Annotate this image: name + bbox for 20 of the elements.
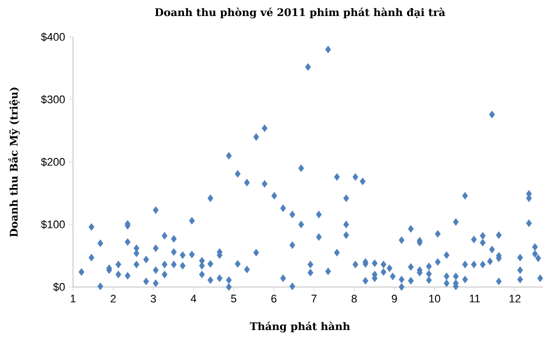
x-tick-label: 5 <box>231 294 236 302</box>
x-tick-label: 8 <box>352 294 357 303</box>
y-tick-label: $100 <box>40 220 65 229</box>
x-axis-title: Tháng phát hành <box>250 322 350 332</box>
y-tick-label: $400 <box>40 32 65 42</box>
chart-title: Doanh thu phòng vé 2011 phim phát hành đại trà <box>155 8 446 18</box>
x-tick-label: 11 <box>470 294 480 302</box>
x-tick-label: 7 <box>312 294 317 302</box>
x-tick-label: 6 <box>271 294 276 303</box>
x-tick-label: 12 <box>510 294 520 302</box>
x-tick-label: 2 <box>110 294 116 302</box>
y-tick-label: $300 <box>40 95 65 104</box>
y-tick-label: $200 <box>40 158 65 166</box>
x-tick-label: 10 <box>429 294 440 303</box>
y-axis-title: Doanh thu Bắc Mỹ (triệu) <box>8 88 20 237</box>
x-tick-label: 9 <box>392 294 397 303</box>
x-tick-label: 4 <box>190 294 196 302</box>
x-tick-label: 3 <box>150 294 156 303</box>
x-tick-label: 1 <box>70 294 76 302</box>
y-tick-label: $0 <box>53 282 65 292</box>
